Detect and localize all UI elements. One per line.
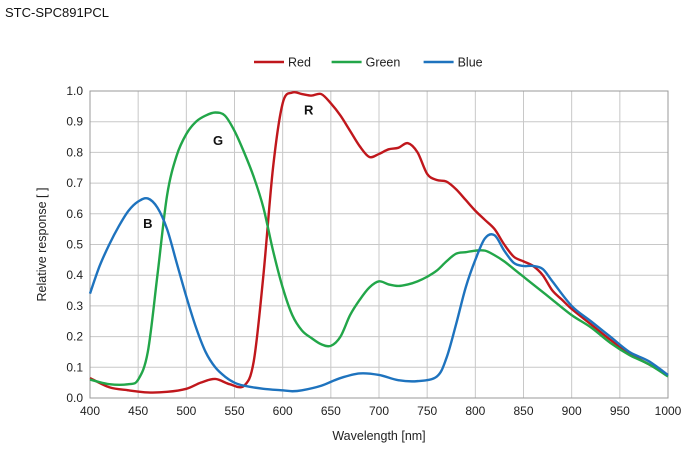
x-tick-label: 750 [417,404,437,418]
x-tick-label: 450 [128,404,148,418]
y-tick-label: 0.5 [66,238,83,252]
series-lines [88,90,669,394]
legend-label: Green [366,56,401,70]
annotation-r: R [304,102,314,117]
y-tick-label: 0.4 [66,268,83,282]
y-tick-label: 0.1 [66,360,83,374]
x-tick-label: 550 [224,404,244,418]
legend-item-green: Green [331,56,401,70]
x-tick-label: 500 [176,404,196,418]
x-tick-label: 950 [610,404,630,418]
x-tick-label: 800 [465,404,485,418]
grid [89,90,669,399]
y-axis-label: Relative response [ ] [35,188,49,302]
annotation-g: G [213,133,223,148]
x-tick-label: 650 [321,404,341,418]
annotation-b: B [143,216,152,231]
y-tick-labels: 0.0 0.1 0.2 0.3 0.4 0.5 0.6 0.7 0.8 0.9 1.0 [66,84,83,405]
y-tick-label: 0.0 [66,391,83,405]
x-tick-labels: 400 450 500 550 600 650 700 750 800 850 900 950 1000 [80,404,682,418]
series-line-blue [88,197,669,393]
x-tick-label: 700 [369,404,389,418]
x-tick-label: 400 [80,404,100,418]
x-axis-label: Wavelength [nm] [332,429,425,443]
x-tick-label: 600 [273,404,293,418]
x-tick-label: 1000 [655,404,682,418]
series-line-red [89,90,669,394]
y-tick-label: 0.7 [66,176,83,190]
page-title: STC-SPC891PCL [5,5,110,20]
legend-label: Red [288,56,311,70]
curve-annotations: B G R [143,102,314,231]
y-tick-label: 0.2 [66,330,83,344]
y-tick-label: 0.6 [66,207,83,221]
y-tick-label: 0.8 [66,145,83,159]
legend-label: Blue [458,56,483,70]
series-line-green [89,111,669,386]
legend: Red Green Blue [254,56,483,70]
y-tick-label: 0.9 [66,115,83,129]
legend-item-blue: Blue [423,56,483,70]
y-tick-label: 0.3 [66,299,83,313]
y-tick-label: 1.0 [66,84,83,98]
x-tick-label: 850 [513,404,533,418]
plot-frame [89,90,669,399]
x-tick-label: 900 [562,404,582,418]
legend-item-red: Red [254,56,311,70]
